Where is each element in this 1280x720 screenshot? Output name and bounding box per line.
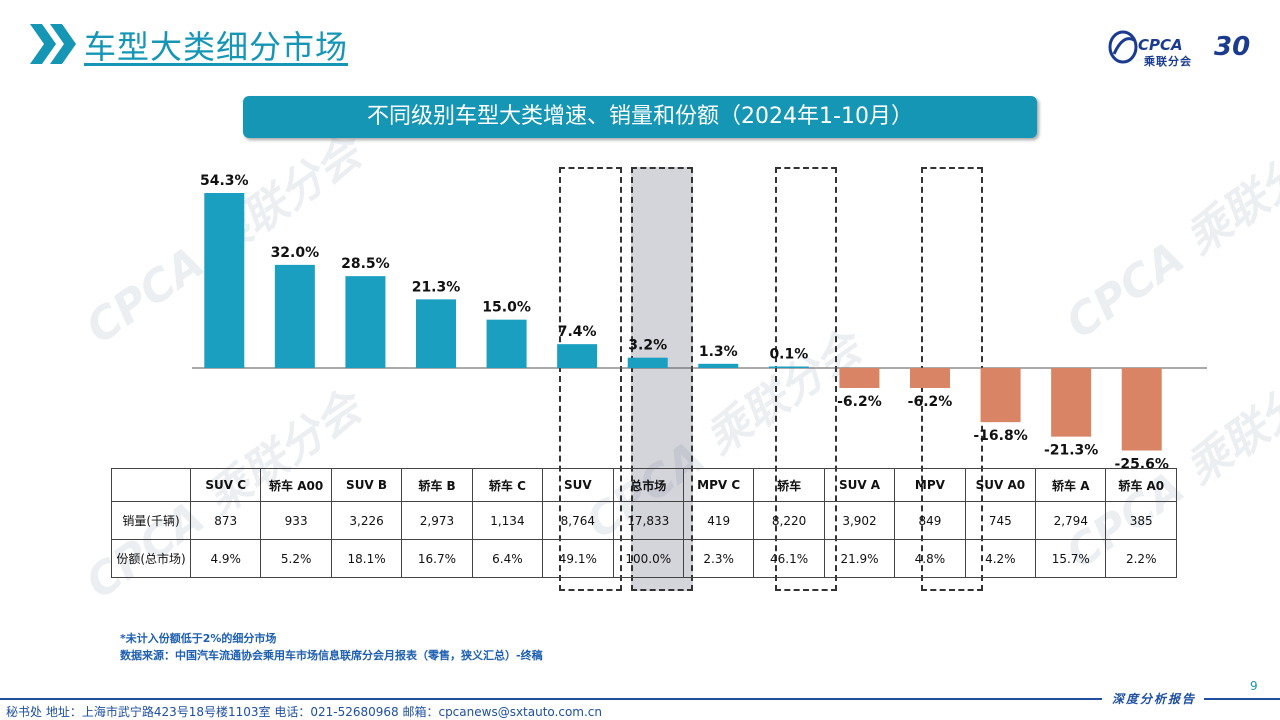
highlight-box-suv [559, 167, 622, 591]
anniversary-badge: 30 [1214, 32, 1251, 62]
table-cell: 873 [189, 501, 262, 540]
table-cell: 3,902 [823, 501, 896, 540]
footer-tag: 深度分析报告 [1112, 692, 1197, 706]
footer-divider-right [1204, 698, 1280, 700]
bar [910, 368, 950, 388]
table-row-share: 份额(总市场) 4.9% 5.2% 18.1% 16.7% 6.4% 49.1% 100.0… [111, 539, 1177, 578]
bar-value-label: 54.3% [200, 173, 249, 189]
footer-contact: 秘书处 地址：上海市武宁路423号18号楼1103室 电话：021-526809… [6, 705, 603, 719]
table-cell: 4.8% [894, 539, 966, 578]
chart-title-banner: 不同级别车型大类增速、销量和份额（2024年1-10月） [243, 96, 1037, 138]
table-header-cell: 轿车 A0 [1105, 468, 1177, 502]
table-row-sales: 销量(千辆) 873 933 3,226 2,973 1,134 8,764 17,833 4… [111, 501, 1177, 540]
bar-value-label: 0.1% [769, 347, 808, 363]
row-label: 份额(总市场) [111, 539, 191, 578]
bar-value-label: 32.0% [271, 245, 320, 261]
table-cell: 17,833 [612, 501, 684, 540]
bar [557, 344, 598, 368]
table-cell: 16.7% [401, 539, 473, 578]
table-header-cell: MPV C [682, 468, 755, 502]
table-cell: 6.4% [471, 539, 544, 578]
table-header-cell: SUV C [189, 468, 262, 502]
bar-value-label: 3.2% [628, 338, 667, 354]
bar-value-label: 1.3% [699, 344, 738, 360]
row-label: 销量(千辆) [111, 501, 191, 540]
table-cell: 49.1% [542, 539, 614, 578]
table-header-cell: 轿车 [753, 468, 825, 502]
table-cell: 849 [894, 501, 966, 540]
table-cell: 2.2% [1105, 539, 1177, 578]
table-header-cell: MPV [894, 468, 966, 502]
table-cell: 8,764 [542, 501, 614, 540]
table-header-row: SUV C 轿车 A00 SUV B 轿车 B 轿车 C SUV 总市场 MPV C 轿车 SUV… [111, 468, 1177, 502]
data-table: SUV C 轿车 A00 SUV B 轿车 B 轿车 C SUV 总市场 MPV C 轿车 SUV… [111, 468, 1177, 578]
table-cell: 419 [682, 501, 755, 540]
data-source-note: 数据来源：中国汽车流通协会乘用车市场信息联席分会月报表（零售，狭义汇总）-终稿 [120, 649, 543, 662]
table-cell: 100.0% [612, 539, 684, 578]
table-header-cell: 总市场 [612, 468, 684, 502]
bar-value-label: -16.8% [973, 428, 1027, 444]
bar-value-label: -6.2% [837, 394, 882, 410]
bar [698, 363, 739, 368]
table-header-cell: SUV A0 [964, 468, 1037, 502]
table-header-cell: 轿车 A00 [260, 468, 332, 502]
table-cell: 3,226 [330, 501, 403, 540]
bar-value-label: 21.3% [412, 279, 461, 295]
table-header-cell: 轿车 B [401, 468, 473, 502]
table-cell: 385 [1105, 501, 1177, 540]
page-title: 车型大类细分市场 [84, 28, 349, 66]
table-header-cell: 轿车 C [471, 468, 544, 502]
table-cell: 1,134 [471, 501, 544, 540]
table-cell: 2,973 [401, 501, 473, 540]
bar [627, 357, 668, 368]
bar [274, 264, 315, 368]
footer-divider [0, 698, 1102, 700]
bar-value-label: -21.3% [1044, 443, 1098, 459]
table-cell: 46.1% [753, 539, 825, 578]
table-cell: 2,794 [1035, 501, 1107, 540]
bar [1051, 368, 1092, 437]
bar [980, 368, 1021, 423]
table-cell: 5.2% [260, 539, 332, 578]
table-cell: 745 [964, 501, 1037, 540]
bar [768, 366, 809, 368]
table-cell: 933 [260, 501, 332, 540]
logo-text: CPCA [1138, 36, 1183, 54]
table-cell: 8,220 [753, 501, 825, 540]
bar [486, 319, 527, 368]
table-cell: 4.9% [189, 539, 262, 578]
table-header-cell: 轿车 A [1035, 468, 1107, 502]
bar [839, 368, 880, 388]
table-cell: 4.2% [964, 539, 1037, 578]
table-cell: 18.1% [330, 539, 403, 578]
bar-value-label: 15.0% [482, 300, 531, 316]
table-cell: 21.9% [823, 539, 896, 578]
table-header-cell: SUV B [330, 468, 403, 502]
bar [204, 193, 245, 368]
footnote: *未计入份额低于2%的细分市场 [120, 632, 277, 645]
table-corner-cell [111, 468, 191, 502]
logo-subtitle: 乘联分会 [1144, 55, 1192, 68]
bar-value-label: 7.4% [558, 324, 597, 340]
table-header-cell: SUV [542, 468, 614, 502]
bar [1121, 368, 1162, 451]
bar-value-label: 28.5% [341, 256, 390, 272]
highlight-box-sedan [775, 167, 837, 591]
bar-value-label: -6.2% [908, 394, 953, 410]
table-header-cell: SUV A [823, 468, 896, 502]
cpca-logo-icon [1108, 30, 1138, 64]
bar [416, 299, 456, 368]
chevron-double-icon [30, 24, 76, 64]
bar [345, 276, 386, 368]
page-number: 9 [1250, 679, 1258, 693]
table-cell: 2.3% [682, 539, 755, 578]
table-cell: 15.7% [1035, 539, 1107, 578]
